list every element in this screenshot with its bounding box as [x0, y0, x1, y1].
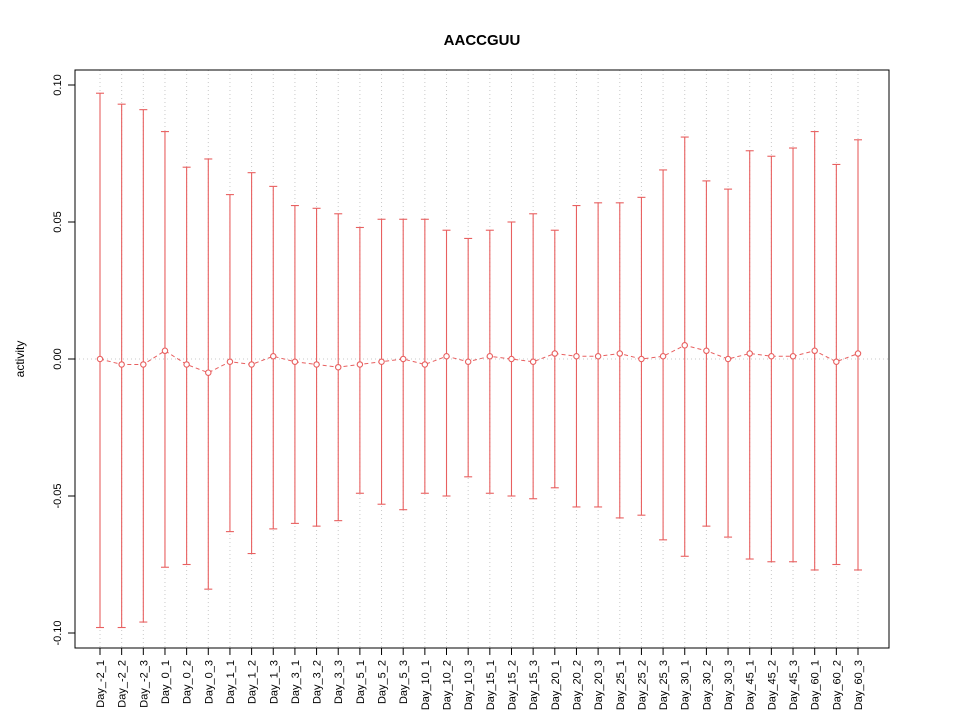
- data-point: [551, 350, 559, 357]
- y-axis-label: activity: [13, 341, 27, 378]
- data-point: [248, 361, 255, 368]
- x-tick-label: Day_1_1: [225, 660, 237, 704]
- y-tick-label: -0.05: [52, 483, 64, 508]
- x-tick-label: Day_5_3: [398, 660, 410, 704]
- data-point: [486, 353, 494, 360]
- data-point: [833, 358, 840, 365]
- x-tick-label: Day_25_3: [658, 660, 670, 710]
- data-point: [421, 361, 429, 368]
- x-tick-label: Day_0_2: [182, 660, 194, 704]
- data-point: [768, 353, 775, 360]
- data-point: [811, 347, 818, 355]
- data-point: [399, 355, 407, 363]
- x-tick-label: Day_30_1: [680, 660, 692, 710]
- data-point: [573, 353, 580, 360]
- data-point: [616, 350, 624, 357]
- x-tick-label: Day_20_2: [571, 660, 583, 710]
- y-tick-label: 0.05: [52, 211, 64, 232]
- x-tick-label: Day_25_2: [636, 660, 648, 710]
- data-point: [703, 347, 710, 355]
- chart-title: AACCGUU: [444, 32, 521, 49]
- x-tick-label: Day_5_1: [355, 660, 367, 704]
- data-point: [96, 355, 104, 363]
- data-point: [594, 353, 602, 360]
- x-tick-label: Day_0_3: [203, 660, 215, 704]
- data-point: [638, 355, 645, 363]
- x-tick-label: Day_0_1: [160, 660, 172, 704]
- x-tick-label: Day_25_1: [615, 660, 627, 710]
- data-point: [313, 361, 320, 368]
- plot-box: [74, 69, 890, 649]
- x-tick-label: Day_45_2: [766, 660, 778, 710]
- data-point: [464, 358, 472, 365]
- x-tick-label: Day_5_2: [377, 660, 389, 704]
- x-tick-label: Day_3_2: [312, 660, 324, 704]
- x-tick-label: Day_30_3: [723, 660, 735, 710]
- x-tick-label: Day_60_3: [853, 660, 865, 710]
- data-point: [789, 353, 797, 360]
- chart-layer: -0.10 -0.05 0.00 0.05 0.10 Day_-2_1 Day_-2_2 Da…: [52, 69, 890, 710]
- x-tick-label: Day_20_1: [550, 660, 562, 710]
- y-tick-label: 0.10: [52, 74, 64, 95]
- x-tick-label: Day_45_3: [788, 660, 800, 710]
- x-tick-label: Day_10_1: [420, 660, 432, 710]
- x-tick-label: Day_10_2: [442, 660, 454, 710]
- x-tick-label: Day_15_2: [506, 660, 518, 710]
- data-point: [659, 353, 667, 360]
- data-point: [443, 353, 450, 360]
- data-point: [226, 358, 234, 365]
- x-tick-label: Day_45_1: [745, 660, 757, 710]
- data-point: [291, 358, 299, 365]
- data-point: [205, 369, 212, 376]
- data-point: [140, 361, 147, 368]
- x-tick-label: Day_1_2: [247, 660, 259, 704]
- data-point: [681, 342, 688, 349]
- x-tick-label: Day_30_2: [701, 660, 713, 710]
- x-tick-label: Day_15_1: [485, 660, 497, 710]
- x-tick-label: Day_1_3: [268, 660, 280, 704]
- y-tick-label: -0.10: [52, 620, 64, 645]
- x-tick-label: Day_3_1: [290, 660, 302, 704]
- x-tick-label: Day_10_3: [463, 660, 475, 710]
- data-point: [118, 361, 125, 368]
- data-point: [529, 358, 537, 365]
- data-point: [183, 361, 190, 368]
- x-tick-label: Day_60_2: [831, 660, 843, 710]
- x-tick-label: Day_-2_1: [95, 660, 107, 708]
- data-point: [334, 363, 342, 371]
- x-tick-label: Day_-2_2: [117, 660, 129, 708]
- data-point: [854, 350, 862, 357]
- mean-line: [99, 344, 859, 374]
- y-tick-label: 0.00: [52, 348, 64, 369]
- data-point: [378, 358, 385, 365]
- data-point: [161, 347, 169, 355]
- data-point: [724, 355, 732, 363]
- data-point: [356, 361, 364, 368]
- data-point: [508, 355, 515, 363]
- x-tick-label: Day_-2_3: [138, 660, 150, 708]
- x-tick-label: Day_3_3: [333, 660, 345, 704]
- x-tick-label: Day_20_3: [593, 660, 605, 710]
- x-tick-label: Day_15_3: [528, 660, 540, 710]
- x-tick-label: Day_60_1: [810, 660, 822, 710]
- data-point: [270, 353, 277, 360]
- data-point: [746, 350, 753, 357]
